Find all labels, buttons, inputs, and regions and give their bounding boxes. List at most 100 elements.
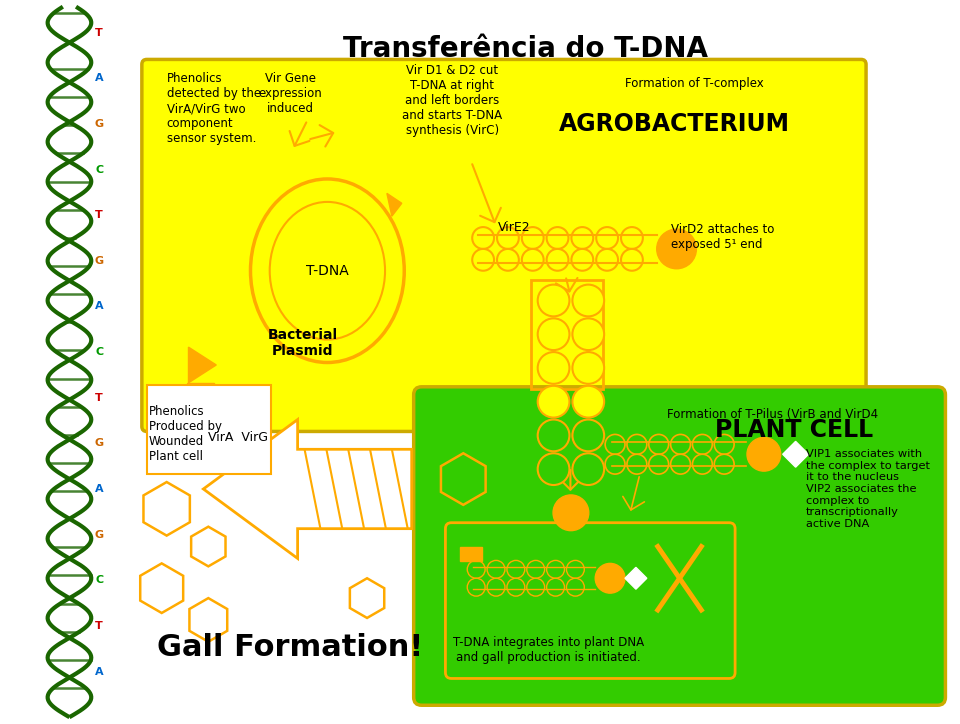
Circle shape bbox=[605, 454, 625, 474]
Circle shape bbox=[497, 249, 518, 271]
Circle shape bbox=[538, 453, 569, 485]
Text: VIP1 associates with
the complex to target
it to the nucleus
VIP2 associates the: VIP1 associates with the complex to targ… bbox=[805, 450, 929, 529]
Polygon shape bbox=[387, 193, 402, 216]
Circle shape bbox=[546, 578, 564, 596]
Text: VirA  VirG: VirA VirG bbox=[208, 432, 269, 445]
Circle shape bbox=[627, 434, 647, 454]
Text: C: C bbox=[95, 164, 104, 174]
Circle shape bbox=[572, 352, 604, 384]
Circle shape bbox=[747, 437, 780, 471]
Text: PLANT CELL: PLANT CELL bbox=[714, 418, 873, 442]
Bar bbox=[460, 547, 482, 561]
Circle shape bbox=[605, 434, 625, 454]
Circle shape bbox=[572, 386, 604, 418]
Text: Formation of T-complex: Formation of T-complex bbox=[625, 77, 764, 90]
Circle shape bbox=[522, 249, 543, 271]
Circle shape bbox=[595, 563, 625, 593]
Circle shape bbox=[566, 560, 585, 578]
Text: C: C bbox=[95, 576, 104, 585]
Circle shape bbox=[649, 434, 668, 454]
Bar bbox=[531, 279, 603, 389]
Circle shape bbox=[566, 578, 585, 596]
Text: T: T bbox=[95, 621, 103, 631]
Circle shape bbox=[671, 454, 690, 474]
Text: Bacterial
Plasmid: Bacterial Plasmid bbox=[268, 328, 338, 358]
Circle shape bbox=[507, 578, 525, 596]
Circle shape bbox=[572, 453, 604, 485]
Circle shape bbox=[572, 319, 604, 350]
Text: T: T bbox=[95, 28, 103, 38]
Circle shape bbox=[621, 227, 643, 249]
Text: VirD2 attaches to
exposed 5¹ end: VirD2 attaches to exposed 5¹ end bbox=[671, 223, 774, 251]
Text: G: G bbox=[95, 256, 104, 266]
FancyBboxPatch shape bbox=[445, 523, 735, 678]
Text: T: T bbox=[95, 392, 103, 403]
Circle shape bbox=[571, 227, 593, 249]
Circle shape bbox=[538, 352, 569, 384]
Text: A: A bbox=[95, 73, 104, 83]
Polygon shape bbox=[625, 568, 647, 589]
Circle shape bbox=[671, 434, 690, 454]
Text: VirE2: VirE2 bbox=[497, 221, 530, 234]
Circle shape bbox=[546, 227, 568, 249]
Circle shape bbox=[627, 454, 647, 474]
Circle shape bbox=[468, 560, 485, 578]
Text: A: A bbox=[95, 301, 104, 311]
Circle shape bbox=[692, 454, 712, 474]
Text: Vir D1 & D2 cut
T-DNA at right
and left borders
and starts T-DNA
synthesis (VirC: Vir D1 & D2 cut T-DNA at right and left … bbox=[402, 64, 502, 138]
Circle shape bbox=[472, 227, 494, 249]
Text: T-DNA integrates into plant DNA
and gall production is initiated.: T-DNA integrates into plant DNA and gall… bbox=[453, 636, 644, 664]
Circle shape bbox=[553, 495, 588, 531]
Circle shape bbox=[546, 249, 568, 271]
Circle shape bbox=[527, 578, 544, 596]
Circle shape bbox=[596, 227, 618, 249]
Circle shape bbox=[714, 434, 734, 454]
Text: Transferência do T-DNA: Transferência do T-DNA bbox=[344, 35, 708, 63]
Polygon shape bbox=[782, 442, 808, 467]
Circle shape bbox=[497, 227, 518, 249]
Polygon shape bbox=[204, 419, 412, 558]
Circle shape bbox=[538, 285, 569, 316]
Circle shape bbox=[714, 454, 734, 474]
Polygon shape bbox=[188, 347, 216, 383]
Circle shape bbox=[621, 249, 643, 271]
Text: G: G bbox=[95, 530, 104, 539]
Circle shape bbox=[522, 227, 543, 249]
Circle shape bbox=[507, 560, 525, 578]
Circle shape bbox=[596, 249, 618, 271]
Circle shape bbox=[468, 578, 485, 596]
Circle shape bbox=[692, 434, 712, 454]
Circle shape bbox=[538, 386, 569, 418]
Text: A: A bbox=[95, 667, 104, 676]
Circle shape bbox=[527, 560, 544, 578]
Circle shape bbox=[538, 319, 569, 350]
Bar bbox=[147, 385, 271, 474]
Circle shape bbox=[571, 249, 593, 271]
Text: G: G bbox=[95, 438, 104, 448]
Text: Formation of T-Pilus (VirB and VirD4: Formation of T-Pilus (VirB and VirD4 bbox=[666, 408, 877, 421]
Text: Gall Formation!: Gall Formation! bbox=[156, 633, 423, 662]
Circle shape bbox=[649, 454, 668, 474]
Circle shape bbox=[546, 560, 564, 578]
Text: Vir Gene
expression
induced: Vir Gene expression induced bbox=[259, 72, 323, 115]
Text: AGROBACTERIUM: AGROBACTERIUM bbox=[559, 112, 790, 136]
Circle shape bbox=[487, 560, 505, 578]
Text: A: A bbox=[95, 484, 104, 494]
Circle shape bbox=[657, 229, 696, 269]
Ellipse shape bbox=[270, 202, 385, 340]
Ellipse shape bbox=[251, 179, 404, 363]
FancyBboxPatch shape bbox=[414, 387, 946, 705]
Text: Phenolics
detected by the
VirA/VirG two
component
sensor system.: Phenolics detected by the VirA/VirG two … bbox=[167, 72, 261, 146]
FancyBboxPatch shape bbox=[142, 59, 866, 432]
Text: T-DNA: T-DNA bbox=[306, 264, 348, 278]
Bar bbox=[186, 383, 214, 405]
Circle shape bbox=[538, 419, 569, 451]
Circle shape bbox=[472, 249, 494, 271]
Text: T: T bbox=[95, 210, 103, 220]
Circle shape bbox=[572, 419, 604, 451]
Text: Phenolics
Produced by
Wounded
Plant cell: Phenolics Produced by Wounded Plant cell bbox=[149, 405, 222, 463]
Circle shape bbox=[572, 285, 604, 316]
Text: G: G bbox=[95, 119, 104, 129]
Text: C: C bbox=[95, 347, 104, 357]
Circle shape bbox=[487, 578, 505, 596]
